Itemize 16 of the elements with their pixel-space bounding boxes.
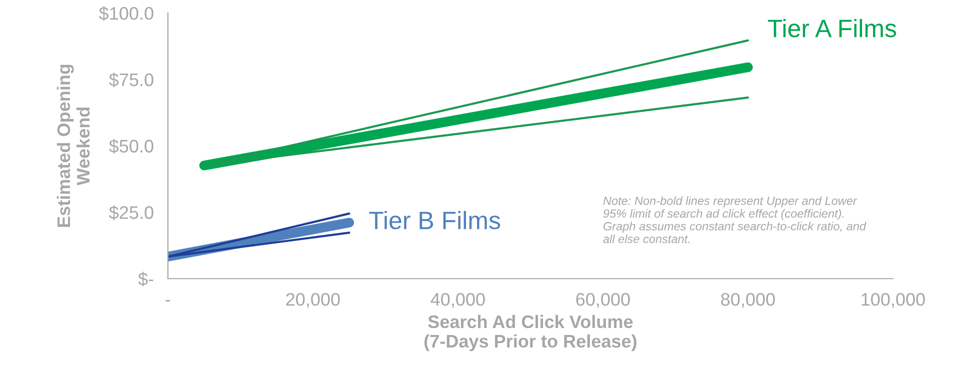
y-tick-label: $- bbox=[138, 272, 154, 286]
x-tick-label: 20,000 bbox=[286, 292, 340, 308]
x-axis-title: Search Ad Click Volume (7-Days Prior to Release) bbox=[424, 314, 636, 352]
y-axis-title: Estimated Opening Weekend bbox=[56, 64, 90, 227]
y-tick-label: $100.0 bbox=[98, 6, 154, 21]
x-tick-label: - bbox=[166, 300, 170, 302]
y-tick-label: $75.0 bbox=[109, 72, 154, 88]
y-tick-label: $50.0 bbox=[109, 139, 154, 154]
annotation: Note: Non-bold lines represent Upper and Lower 95% limit of search ad click effect (coefficient). Graph assumes constant search-to-click ratio, and all else constant. bbox=[603, 196, 866, 244]
x-tick-label: 60,000 bbox=[576, 292, 630, 308]
x-tick-label: 100,000 bbox=[862, 292, 925, 308]
y-tick-label: $25.0 bbox=[109, 205, 154, 220]
series-label: Tier A Films bbox=[768, 18, 896, 38]
series-label: Tier B Films bbox=[369, 210, 500, 230]
x-tick-label: 40,000 bbox=[430, 292, 485, 308]
x-tick-label: 80,000 bbox=[721, 292, 775, 308]
